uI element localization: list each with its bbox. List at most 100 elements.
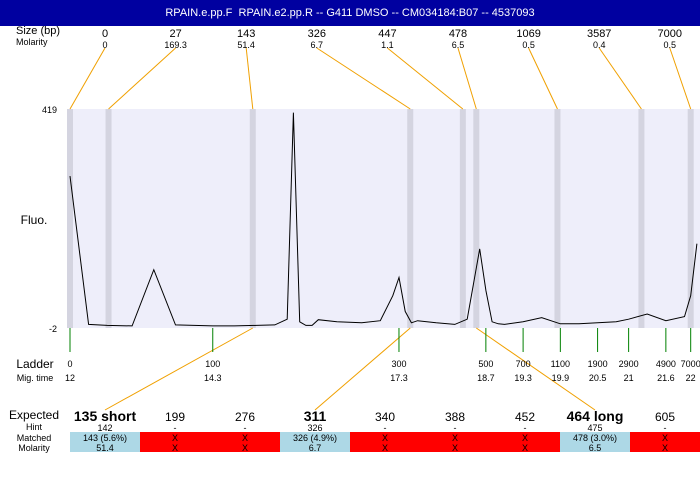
- ladder-size-label: 1900: [588, 359, 608, 369]
- ladder-size-label: 0: [67, 359, 72, 369]
- peak-guide-line: [598, 47, 642, 110]
- match-guide-line: [476, 327, 596, 411]
- peak-guide-line: [457, 47, 477, 110]
- peak-band: [473, 109, 480, 328]
- peak-band: [554, 109, 561, 328]
- ladder-size-label: 700: [516, 359, 531, 369]
- peak-band: [687, 109, 694, 328]
- peak-molarity-label: 0.5: [664, 40, 677, 50]
- peak-molarity-label: 6.7: [311, 40, 324, 50]
- peak-guide-line: [245, 47, 254, 110]
- molarity-value: X: [452, 443, 458, 453]
- window-title: RPAIN.e.pp.F RPAIN.e2.pp.R -- G411 DMSO …: [0, 0, 700, 26]
- peak-guide-line: [316, 47, 411, 110]
- molarity-value: X: [172, 443, 178, 453]
- hint-value: 326: [307, 423, 322, 433]
- fluo-axis-label: Fluo.: [21, 213, 48, 227]
- match-guide-line: [104, 327, 254, 411]
- matched-value: 326 (4.9%): [293, 433, 337, 443]
- ladder-row-label: Ladder: [16, 357, 53, 371]
- peak-band: [105, 109, 112, 328]
- matched-value: X: [172, 433, 178, 443]
- peak-molarity-label: 169.3: [164, 40, 187, 50]
- size-row-label: Size (bp): [16, 25, 60, 37]
- ladder-time-label: 20.5: [589, 373, 607, 383]
- molarity-value: X: [242, 443, 248, 453]
- peak-size-label: 3587: [587, 28, 611, 40]
- peak-molarity-label: 6.5: [452, 40, 465, 50]
- expected-cell: [560, 432, 630, 452]
- expected-size-label: 311: [304, 408, 327, 424]
- ladder-size-label: 300: [391, 359, 406, 369]
- matched-value: X: [452, 433, 458, 443]
- peak-size-label: 27: [169, 28, 181, 40]
- peak-guide-line: [69, 47, 106, 110]
- peak-size-label: 478: [449, 28, 467, 40]
- hint-value: -: [454, 423, 457, 433]
- molarity-bottom-row-label: Molarity: [18, 443, 50, 453]
- peak-guide-line: [669, 47, 692, 110]
- hint-value: 142: [97, 423, 112, 433]
- molarity-value: X: [662, 443, 668, 453]
- peak-molarity-label: 0: [102, 40, 107, 50]
- peak-size-label: 1069: [516, 28, 540, 40]
- ladder-time-label: 18.7: [477, 373, 495, 383]
- peak-guide-line: [108, 47, 176, 110]
- molarity-row-label: Molarity: [16, 37, 48, 47]
- peak-band: [67, 109, 73, 328]
- ladder-time-label: 21: [624, 373, 634, 383]
- expected-cell: [210, 432, 280, 452]
- fluorescence-trace: [69, 112, 698, 327]
- ladder-size-label: 7000: [681, 359, 700, 369]
- hint-value: -: [524, 423, 527, 433]
- expected-cell: [350, 432, 420, 452]
- expected-size-label: 340: [375, 410, 395, 424]
- peak-molarity-label: 51.4: [237, 40, 255, 50]
- plot-area: [70, 109, 700, 328]
- expected-cell: [630, 432, 700, 452]
- ladder-size-label: 500: [478, 359, 493, 369]
- ladder-size-label: 100: [205, 359, 220, 369]
- expected-size-label: 199: [165, 410, 185, 424]
- ladder-time-label: 14.3: [204, 373, 222, 383]
- hint-value: 475: [587, 423, 602, 433]
- match-guide-line: [314, 327, 411, 411]
- hint-value: -: [174, 423, 177, 433]
- ladder-size-label: 2900: [619, 359, 639, 369]
- expected-size-label: 276: [235, 410, 255, 424]
- matched-value: 143 (5.6%): [83, 433, 127, 443]
- peak-guide-line: [528, 47, 558, 110]
- expected-size-label: 388: [445, 410, 465, 424]
- expected-size-label: 464 long: [567, 408, 624, 424]
- expected-cell: [70, 432, 140, 452]
- expected-size-label: 135 short: [74, 408, 137, 424]
- matched-row-label: Matched: [17, 433, 52, 443]
- molarity-value: 51.4: [96, 443, 114, 453]
- matched-value: 478 (3.0%): [573, 433, 617, 443]
- matched-value: X: [522, 433, 528, 443]
- peak-size-label: 326: [308, 28, 326, 40]
- peak-band: [407, 109, 414, 328]
- expected-row-label: Expected: [9, 408, 59, 422]
- peak-band: [249, 109, 256, 328]
- expected-size-label: 452: [515, 410, 535, 424]
- peak-size-label: 0: [102, 28, 108, 40]
- peak-guide-line: [387, 47, 464, 110]
- hint-row-label: Hint: [26, 422, 43, 432]
- ladder-size-label: 4900: [656, 359, 676, 369]
- hint-value: -: [384, 423, 387, 433]
- molarity-value: X: [382, 443, 388, 453]
- expected-cell: [140, 432, 210, 452]
- expected-cell: [280, 432, 350, 452]
- molarity-value: X: [522, 443, 528, 453]
- expected-size-label: 605: [655, 410, 675, 424]
- matched-value: X: [242, 433, 248, 443]
- hint-value: -: [664, 423, 667, 433]
- migtime-row-label: Mig. time: [17, 373, 54, 383]
- peak-size-label: 7000: [658, 28, 682, 40]
- ladder-size-label: 1100: [551, 359, 570, 369]
- ladder-time-label: 21.6: [657, 373, 675, 383]
- peak-size-label: 143: [237, 28, 255, 40]
- molarity-value: 6.7: [309, 443, 322, 453]
